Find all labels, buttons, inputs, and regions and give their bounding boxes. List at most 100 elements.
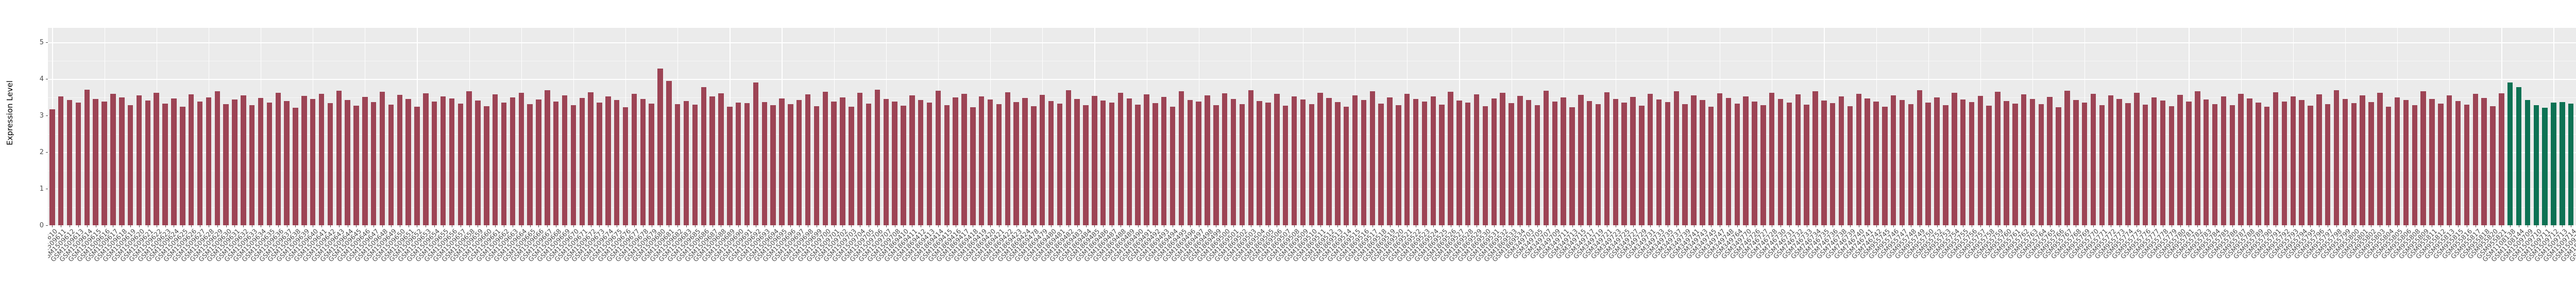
bar	[1569, 107, 1575, 225]
bar	[1430, 96, 1436, 225]
x-axis-tick-mark	[443, 225, 444, 227]
x-axis-tick-mark	[2458, 225, 2459, 227]
x-axis-tick-mark	[1989, 225, 1990, 227]
bar	[2446, 95, 2452, 225]
x-axis-tick-mark	[1389, 225, 1391, 227]
bar	[1691, 95, 1697, 225]
bar	[1534, 105, 1540, 225]
bar	[2394, 97, 2400, 225]
x-axis-tick-mark	[139, 225, 140, 227]
bar	[1613, 98, 1619, 225]
x-axis-tick-mark	[2154, 225, 2155, 227]
bar	[1404, 93, 1410, 225]
x-axis-tick-mark	[903, 225, 904, 227]
bar	[1673, 91, 1680, 225]
bar	[2360, 95, 2365, 225]
bar	[405, 99, 411, 225]
x-axis-tick-mark	[1928, 225, 1929, 227]
x-axis-tick-mark	[1181, 225, 1182, 227]
bar	[1257, 101, 1262, 225]
bar	[1153, 103, 1158, 225]
x-axis-tick-mark	[191, 225, 192, 227]
bar	[1760, 105, 1766, 225]
bar	[1326, 98, 1332, 225]
bar	[1265, 103, 1271, 225]
bar	[892, 102, 897, 225]
bar	[2247, 98, 2252, 225]
bar	[1317, 92, 1323, 225]
x-axis-tick-mark	[1598, 225, 1599, 227]
x-axis-tick-mark	[2545, 225, 2546, 227]
x-axis-tick-mark	[694, 225, 696, 227]
x-axis-tick-mark	[1624, 225, 1625, 227]
x-axis-tick-mark	[382, 225, 383, 227]
bar	[849, 107, 854, 225]
x-axis-tick-mark	[469, 225, 470, 227]
bar	[2073, 100, 2079, 225]
bar	[1552, 102, 1558, 225]
x-axis-tick-mark	[1589, 225, 1590, 227]
x-axis-tick-mark	[243, 225, 244, 227]
x-axis-labels: GSM1509610 GSM1509611 GSM1509612 GSM1509613…	[48, 228, 2576, 299]
bar	[1856, 93, 1862, 225]
bar	[2125, 103, 2131, 225]
bar	[640, 98, 646, 225]
x-axis-tick-mark	[165, 225, 166, 227]
x-axis-tick-mark	[1459, 225, 1460, 227]
x-axis-tick-mark	[52, 225, 53, 227]
x-axis-tick-mark	[1033, 225, 1035, 227]
x-axis-tick-mark	[2336, 225, 2337, 227]
x-axis-tick-mark	[1337, 225, 1338, 227]
bar	[840, 97, 845, 225]
x-axis-tick-mark	[582, 225, 583, 227]
bar	[58, 96, 64, 225]
bar	[753, 82, 759, 225]
bar	[1092, 95, 1097, 225]
bar	[1743, 96, 1749, 225]
bar	[475, 101, 481, 225]
bar	[293, 107, 298, 225]
x-axis-tick-mark	[1633, 225, 1634, 227]
bar	[527, 104, 533, 225]
bar	[1595, 104, 1601, 225]
bar	[1717, 93, 1723, 225]
x-axis-tick-mark	[1155, 225, 1156, 227]
bar	[883, 99, 889, 225]
x-axis-tick-mark	[2006, 225, 2007, 227]
bar	[822, 92, 828, 225]
bar	[336, 91, 342, 225]
x-axis-tick-mark	[677, 225, 679, 227]
bar	[761, 102, 767, 225]
y-axis-tick-label: 0	[39, 221, 44, 229]
x-axis-tick-mark	[391, 225, 392, 227]
bar	[1396, 105, 1401, 225]
bar	[2412, 105, 2417, 225]
x-axis-tick-mark	[1442, 225, 1443, 227]
x-axis-tick-mark	[1285, 225, 1286, 227]
bar	[1230, 98, 1236, 225]
x-axis-tick-mark	[2293, 225, 2294, 227]
bar	[1352, 95, 1358, 225]
x-axis-tick-mark	[2180, 225, 2181, 227]
x-axis-tick-mark	[1129, 225, 1130, 227]
bar	[2368, 102, 2374, 225]
y-axis-tick-mark	[46, 225, 48, 226]
bar	[1752, 101, 1757, 225]
bar	[909, 95, 915, 225]
x-axis-tick-mark	[2032, 225, 2033, 227]
y-axis-tick-mark	[46, 152, 48, 153]
bar	[1925, 103, 1931, 225]
bar	[953, 97, 958, 225]
bar	[1969, 102, 1975, 225]
x-axis-tick-mark	[1329, 225, 1330, 227]
x-axis-tick-mark	[1025, 225, 1026, 227]
bar	[1309, 104, 1315, 225]
bar	[1039, 94, 1045, 225]
bar	[2490, 106, 2496, 225]
bar	[701, 87, 706, 225]
bar	[2168, 106, 2174, 225]
bar	[1161, 97, 1167, 225]
x-axis-tick-mark	[1094, 225, 1095, 227]
bar	[1413, 99, 1419, 225]
